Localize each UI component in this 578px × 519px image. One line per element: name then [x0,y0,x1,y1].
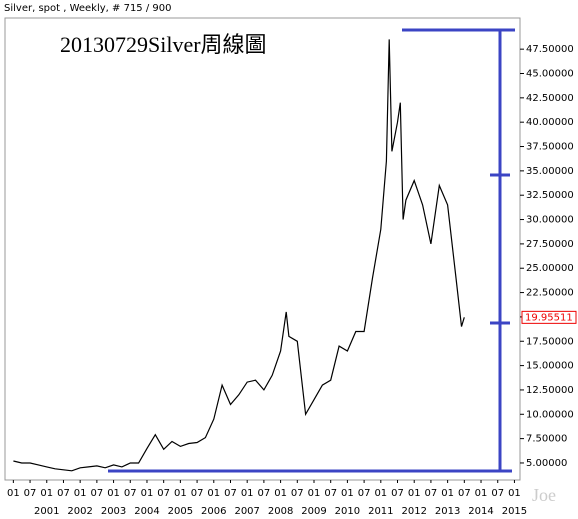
x-tick-label: 01 [74,488,87,499]
x-tick-label: 07 [491,488,504,499]
y-tick-label: 27.50000 [526,239,574,250]
x-year-label: 2001 [34,506,59,517]
y-tick-label: 35.00000 [526,166,574,177]
x-tick-label: 07 [391,488,404,499]
x-year-label: 2013 [435,506,460,517]
y-tick-label: 5.00000 [526,458,567,469]
x-tick-label: 07 [425,488,438,499]
x-year-label: 2003 [101,506,126,517]
x-tick-label: 01 [207,488,220,499]
x-tick-label: 01 [475,488,488,499]
x-tick-label: 01 [241,488,254,499]
x-year-label: 2002 [67,506,92,517]
x-tick-label: 01 [308,488,321,499]
y-tick-label: 15.00000 [526,361,574,372]
x-tick-label: 07 [458,488,471,499]
x-tick-label: 07 [224,488,237,499]
x-tick-label: 01 [408,488,421,499]
x-tick-label: 01 [174,488,187,499]
x-year-label: 2015 [502,506,527,517]
y-tick-label: 40.00000 [526,117,574,128]
x-tick-label: 07 [291,488,304,499]
y-tick-label: 37.50000 [526,142,574,153]
x-tick-label: 07 [324,488,337,499]
x-year-label: 2012 [401,506,426,517]
plot-frame [4,17,521,481]
x-year-label: 2010 [335,506,360,517]
x-year-label: 2007 [234,506,259,517]
y-tick-label: 22.50000 [526,288,574,299]
x-year-label: 2004 [134,506,159,517]
x-tick-label: 01 [441,488,454,499]
y-tick-label: 17.50000 [526,336,574,347]
chart-header: Silver, spot , Weekly, # 715 / 900 [4,3,172,14]
x-tick-label: 07 [358,488,371,499]
last-value-box [521,310,577,324]
x-tick-label: 07 [24,488,37,499]
x-tick-label: 01 [7,488,20,499]
x-year-label: 2014 [468,506,493,517]
price-line [13,39,465,472]
x-tick-label: 01 [374,488,387,499]
x-year-label: 2006 [201,506,226,517]
x-year-label: 2011 [368,506,393,517]
y-tick-label: 47.50000 [526,44,574,55]
x-tick-label: 01 [141,488,154,499]
x-tick-label: 01 [107,488,120,499]
x-tick-label: 07 [157,488,170,499]
watermark: Joe [532,485,556,505]
y-tick-label: 10.00000 [526,409,574,420]
last-value-label: 19.95511 [525,312,573,323]
x-tick-label: 01 [341,488,354,499]
x-year-label: 2008 [268,506,293,517]
x-tick-label: 01 [274,488,287,499]
x-year-label: 2005 [168,506,193,517]
y-tick-label: 45.00000 [526,68,574,79]
x-tick-label: 07 [124,488,137,499]
y-tick-label: 32.50000 [526,190,574,201]
x-tick-label: 01 [508,488,521,499]
y-tick-label: 30.00000 [526,215,574,226]
x-tick-label: 07 [191,488,204,499]
x-tick-label: 07 [57,488,70,499]
y-tick-label: 7.50000 [526,434,567,445]
y-tick-label: 25.00000 [526,263,574,274]
x-tick-label: 07 [90,488,103,499]
y-tick-label: 12.50000 [526,385,574,396]
y-tick-label: 42.50000 [526,93,574,104]
x-year-label: 2009 [301,506,326,517]
x-tick-label: 07 [258,488,271,499]
chart-title: 20130729Silver周線圖 [60,32,267,57]
x-tick-label: 01 [40,488,53,499]
